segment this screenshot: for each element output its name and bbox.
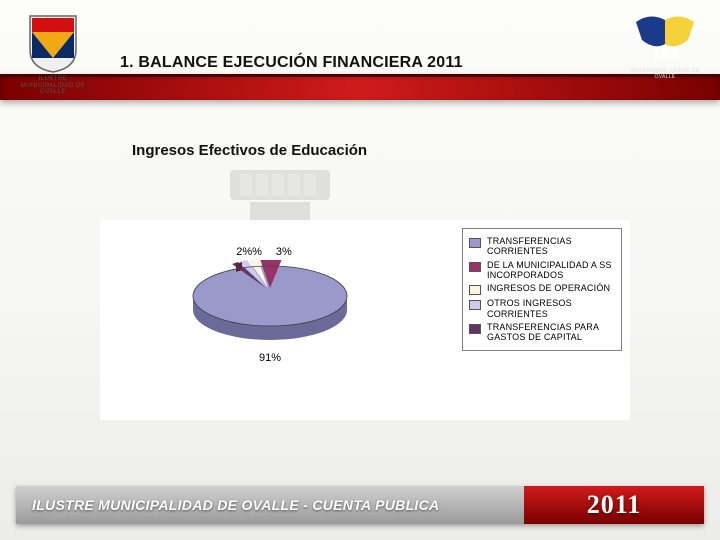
pie-top-labels: 2%% 3% <box>248 246 292 258</box>
footer-year: 2011 <box>524 486 704 524</box>
logo-right-caption: ANIVERSARIO CIUDAD DE OVALLE <box>624 68 706 80</box>
pie-chart: 2%% 3% <box>170 246 370 406</box>
subtitle: Ingresos Efectivos de Educación <box>132 142 367 159</box>
footer-bar: ILUSTRE MUNICIPALIDAD DE OVALLE - CUENTA… <box>16 486 704 524</box>
legend-swatch <box>469 285 481 295</box>
legend-swatch <box>469 300 481 310</box>
shield-icon <box>26 12 80 74</box>
legend-item: INGRESOS DE OPERACIÓN <box>469 283 615 295</box>
svg-text:181: 181 <box>651 45 679 64</box>
slide-title: 1. BALANCE EJECUCIÓN FINANCIERA 2011 <box>120 54 463 72</box>
pie-slice-label-small: 2%% <box>236 246 262 258</box>
pie-graphic <box>190 264 350 338</box>
pie-chart-container: 2%% 3% <box>100 220 630 420</box>
legend-item: OTROS INGRESOS CORRIENTES <box>469 298 615 319</box>
header-ribbon <box>0 74 720 100</box>
pie-slice-label-3pct: 3% <box>276 246 292 258</box>
logo-municipal-shield: ILUSTRE MUNICIPALIDAD DE OVALLE <box>20 12 86 94</box>
slide: ILUSTRE MUNICIPALIDAD DE OVALLE 1. BALAN… <box>0 0 720 540</box>
legend-item: TRANSFERENCIAS CORRIENTES <box>469 236 615 257</box>
legend-swatch <box>469 262 481 272</box>
footer-left-text: ILUSTRE MUNICIPALIDAD DE OVALLE - CUENTA… <box>16 486 524 524</box>
legend-label: DE LA MUNICIPALIDAD A SS INCORPORADOS <box>487 260 615 281</box>
legend-label: TRANSFERENCIAS PARA GASTOS DE CAPITAL <box>487 322 615 343</box>
pie-slice-label-91pct: 91% <box>259 352 281 364</box>
logo-left-caption: ILUSTRE MUNICIPALIDAD DE OVALLE <box>20 76 86 96</box>
legend-swatch <box>469 324 481 334</box>
legend-item: DE LA MUNICIPALIDAD A SS INCORPORADOS <box>469 260 615 281</box>
legend-label: OTROS INGRESOS CORRIENTES <box>487 298 615 319</box>
legend-label: TRANSFERENCIAS CORRIENTES <box>487 236 615 257</box>
legend-swatch <box>469 238 481 248</box>
chart-legend: TRANSFERENCIAS CORRIENTES DE LA MUNICIPA… <box>462 228 622 351</box>
legend-item: TRANSFERENCIAS PARA GASTOS DE CAPITAL <box>469 322 615 343</box>
anniversary-icon: 181 <box>630 10 700 66</box>
header: ILUSTRE MUNICIPALIDAD DE OVALLE 1. BALAN… <box>0 0 720 100</box>
logo-anniversary: 181 ANIVERSARIO CIUDAD DE OVALLE <box>624 10 706 92</box>
legend-label: INGRESOS DE OPERACIÓN <box>487 283 610 293</box>
